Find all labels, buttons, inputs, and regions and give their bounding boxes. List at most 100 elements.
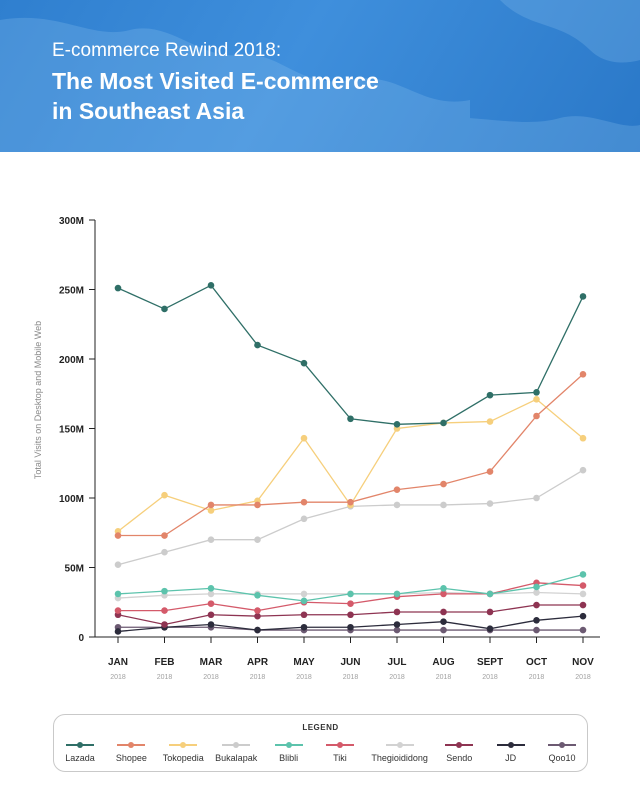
header-banner: E-commerce Rewind 2018: The Most Visited… <box>0 0 640 152</box>
series-line-lazada <box>117 284 584 425</box>
data-point-bukalapak <box>207 536 215 543</box>
x-tick-label: APR <box>247 657 269 668</box>
data-point-sendo <box>347 611 354 619</box>
legend-swatch-lazada <box>66 741 94 749</box>
legend-item-tiki: Tiki <box>320 741 360 769</box>
series-line-bukalapak <box>117 469 584 566</box>
data-point-tiki <box>440 590 447 598</box>
x-tick-year-label: 2018 <box>343 674 359 681</box>
legend-swatch-blibli <box>274 741 303 749</box>
legend-swatch-shopee <box>117 741 146 749</box>
x-tick-year-label: 2018 <box>575 674 591 681</box>
header-title-line-1: The Most Visited E-commerce <box>52 68 379 94</box>
x-tick-label: JUL <box>388 657 407 668</box>
legend-label: Lazada <box>65 753 95 763</box>
data-point-thegioididong <box>300 590 308 598</box>
data-point-lazada <box>161 305 168 313</box>
y-axis-title: Total Visits on Desktop and Mobile Web <box>33 320 43 480</box>
data-point-tiki <box>207 600 215 607</box>
legend-label: Tokopedia <box>162 753 204 763</box>
legend-item-qoo10: Qoo10 <box>542 741 582 769</box>
x-tick-year-label: 2018 <box>529 674 545 681</box>
x-tick-label: MAY <box>293 657 315 668</box>
data-point-shopee <box>207 501 215 509</box>
legend-label: Shopee <box>115 753 147 763</box>
data-point-bukalapak <box>579 466 587 474</box>
data-point-blibli <box>393 590 401 598</box>
header-subtitle: E-commerce Rewind 2018: <box>52 40 282 61</box>
data-point-bukalapak <box>440 501 447 509</box>
x-tick-label: SEPT <box>477 657 503 668</box>
x-tick-year-label: 2018 <box>250 674 266 681</box>
x-tick-label: NOV <box>572 657 594 668</box>
data-point-shopee <box>300 498 308 506</box>
legend-label: Thegioididong <box>371 753 428 763</box>
legend-label: Sendo <box>446 753 473 763</box>
data-point-bukalapak <box>254 536 261 543</box>
legend-item-jd: JD <box>491 741 531 769</box>
data-point-lazada <box>533 389 540 396</box>
data-point-shopee <box>440 480 447 488</box>
legend-swatch-thegioididong <box>385 741 414 749</box>
y-tick-label: 0 <box>78 633 84 644</box>
data-point-jd <box>486 625 494 632</box>
legend-label: Bukalapak <box>215 753 258 763</box>
data-point-lazada <box>347 415 354 423</box>
data-point-thegioididong <box>207 590 215 598</box>
legend-item-blibli: Blibli <box>269 741 309 769</box>
data-point-sendo <box>533 601 540 609</box>
legend-swatch-sendo <box>445 741 474 749</box>
data-point-tiki <box>579 582 587 589</box>
data-point-lazada <box>440 419 447 427</box>
header-title: The Most Visited E-commerce in Southeast… <box>52 66 472 126</box>
data-point-lazada <box>207 282 215 289</box>
legend-swatch-tokopedia <box>169 741 198 749</box>
data-point-tokopedia <box>486 418 494 425</box>
data-point-jd <box>254 626 261 634</box>
legend-swatch-tiki <box>325 741 354 749</box>
legend: LEGEND Lazada Shopee Tokopedia Bukalapak Bli… <box>53 714 588 772</box>
x-tick-label: JAN <box>108 657 128 668</box>
data-point-tokopedia <box>161 491 168 499</box>
data-point-thegioididong <box>579 590 587 598</box>
x-tick-year-label: 2018 <box>389 674 405 681</box>
legend-item-thegioididong: Thegioididong <box>371 741 428 769</box>
data-point-blibli <box>486 590 494 598</box>
data-point-bukalapak <box>161 548 168 556</box>
series-line-shopee <box>118 373 584 537</box>
data-point-qoo10 <box>533 626 540 634</box>
legend-label: Qoo10 <box>548 753 576 763</box>
data-point-blibli <box>300 597 308 605</box>
data-point-jd <box>347 623 354 631</box>
data-point-tokopedia <box>579 434 587 442</box>
data-point-qoo10 <box>579 626 587 634</box>
x-tick-year-label: 2018 <box>203 674 219 681</box>
data-point-tiki <box>161 607 168 614</box>
data-point-lazada <box>579 293 587 300</box>
legend-item-lazada: Lazada <box>60 741 100 769</box>
x-tick-year-label: 2018 <box>482 674 498 681</box>
data-point-blibli <box>114 590 122 598</box>
x-tick-year-label: 2018 <box>157 674 173 681</box>
data-point-shopee <box>579 370 587 378</box>
data-point-jd <box>393 621 401 628</box>
data-point-lazada <box>114 284 122 292</box>
legend-swatch-qoo10 <box>548 741 576 749</box>
data-point-bukalapak <box>114 561 122 569</box>
legend-label: Blibli <box>279 753 299 763</box>
line-chart: 0 50M 100M 150M 200M 250M 300M JAN 2018 FEB 2018 MA… <box>59 216 600 681</box>
legend-title: LEGEND <box>302 723 339 732</box>
legend-swatch-jd <box>496 741 525 749</box>
y-tick-label: 150M <box>59 425 84 436</box>
data-point-sendo <box>207 611 215 619</box>
data-point-bukalapak <box>393 501 401 509</box>
data-point-sendo <box>254 612 261 620</box>
y-tick-label: 250M <box>59 286 84 297</box>
y-tick-label: 50M <box>65 564 84 575</box>
data-point-blibli <box>440 585 447 592</box>
data-point-sendo <box>440 608 447 616</box>
data-point-lazada <box>254 341 261 349</box>
data-point-sendo <box>486 608 494 616</box>
data-point-tokopedia <box>300 434 308 442</box>
